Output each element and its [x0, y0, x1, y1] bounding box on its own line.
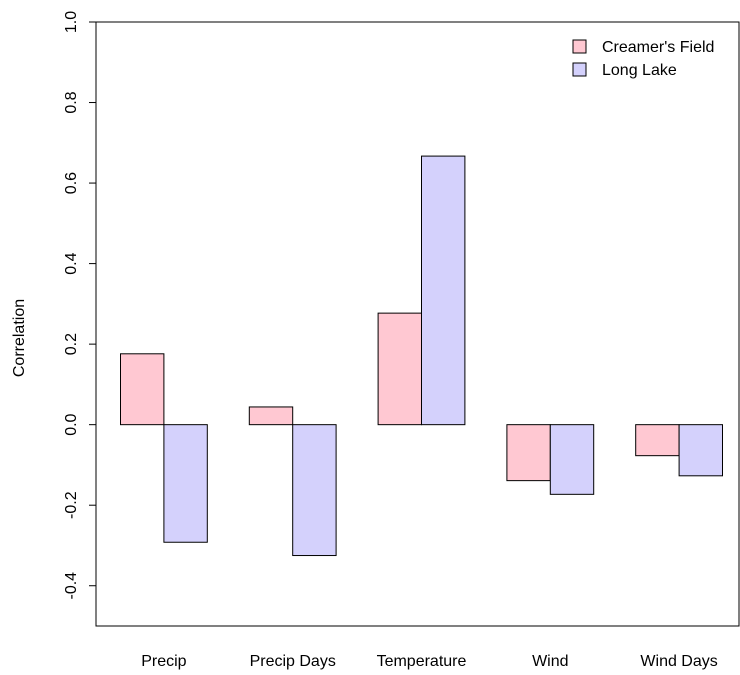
- y-tick-label: 0.6: [63, 172, 80, 194]
- bar-creamer-s-field-precip: [120, 353, 165, 426]
- bar-long-lake-precip-days: [292, 424, 337, 557]
- y-tick-label: -0.4: [63, 572, 80, 600]
- bar-creamer-s-field-precip-days: [248, 406, 294, 426]
- legend-swatch: [572, 39, 587, 54]
- x-category-label: Precip: [141, 653, 186, 670]
- bar-long-lake-precip: [163, 424, 208, 543]
- category-labels: Precip Precip Days Temperature Wind Wind Day…: [141, 653, 718, 670]
- y-axis-label: Correlation: [11, 299, 28, 377]
- bars-layer: [120, 155, 723, 557]
- y-tick-label: 0.2: [63, 333, 80, 355]
- plot-frame: [95, 21, 740, 627]
- legend-label: Long Lake: [602, 62, 677, 79]
- legend-swatch: [572, 62, 587, 77]
- y-tick-label: 0.4: [63, 252, 80, 274]
- bar-long-lake-temperature: [421, 155, 466, 426]
- y-tick-label: 1.0: [63, 11, 80, 33]
- bar-long-lake-wind: [549, 424, 595, 495]
- y-tick-label: -0.2: [63, 491, 80, 519]
- x-category-label: Precip Days: [250, 653, 336, 670]
- x-category-label: Wind Days: [640, 653, 717, 670]
- bar-creamer-s-field-wind: [506, 424, 551, 482]
- x-category-label: Wind: [532, 653, 568, 670]
- x-category-label: Temperature: [377, 653, 467, 670]
- y-axis: -0.4 -0.2 0.0 0.2 0.4 0.6 0.8 1.0: [63, 11, 96, 600]
- legend: Creamer's Field Long Lake: [572, 39, 714, 79]
- bar-creamer-s-field-wind-days: [635, 424, 680, 457]
- bar-creamer-s-field-temperature: [377, 312, 423, 426]
- y-tick-label: 0.8: [63, 91, 80, 113]
- y-tick-label: 0.0: [63, 413, 80, 435]
- bar-long-lake-wind-days: [678, 424, 723, 477]
- legend-label: Creamer's Field: [602, 39, 714, 56]
